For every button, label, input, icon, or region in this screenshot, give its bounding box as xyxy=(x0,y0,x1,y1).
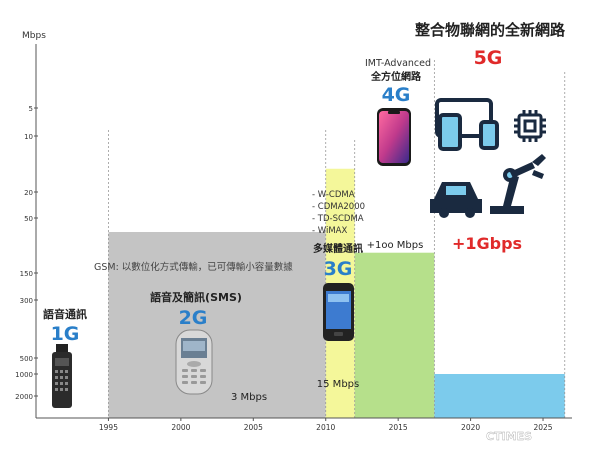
y-tick-label: 300 xyxy=(20,297,33,305)
y-tick-label: 20 xyxy=(24,189,33,197)
y-tick-label: 50 xyxy=(24,215,33,223)
x-tick-label: 2010 xyxy=(316,423,335,432)
x-tick-label: 2000 xyxy=(171,423,190,432)
brick-phone-icon xyxy=(52,344,72,408)
2g-label: 2G xyxy=(179,307,208,329)
chip-icon xyxy=(514,110,546,142)
3g-standard-1: - W-CDMA xyxy=(312,190,355,200)
x-tick-label: 2005 xyxy=(244,423,263,432)
y-tick-labels: 2000 1000 500 300 150 50 20 10 5 xyxy=(15,105,38,401)
3g-value-label: 15 Mbps xyxy=(317,379,359,390)
x-tick-label: 2025 xyxy=(533,423,552,432)
4g-subtitle: IMT-Advanced xyxy=(365,58,431,69)
smartphone-4g-icon xyxy=(377,108,411,166)
y-tick-label: 2000 xyxy=(15,393,33,401)
era-dividers xyxy=(108,60,566,418)
bar-4g xyxy=(354,252,435,418)
1g-label: 1G xyxy=(51,323,80,345)
y-tick-label: 1000 xyxy=(15,371,33,379)
3g-label: 3G xyxy=(324,258,353,280)
x-tick-label: 2015 xyxy=(389,423,408,432)
3g-standard-2: - CDMA2000 xyxy=(312,202,365,212)
smartphone-3g-icon xyxy=(323,283,354,341)
y-tick-label: 5 xyxy=(29,105,33,113)
robot-arm-icon xyxy=(490,154,546,214)
4g-value-label: +1oo Mbps xyxy=(367,240,424,251)
watermark-text: CTIMES xyxy=(486,430,532,443)
3g-standard-4: - WiMAX xyxy=(312,226,347,236)
5g-label: 5G xyxy=(474,47,503,69)
4g-label: 4G xyxy=(382,84,411,106)
watermark: CTIMES xyxy=(486,430,533,443)
y-tick-label: 150 xyxy=(20,270,33,278)
car-icon xyxy=(430,182,482,218)
feature-phone-icon xyxy=(175,329,213,395)
x-tick-label: 2020 xyxy=(461,423,480,432)
y-tick-label: 500 xyxy=(20,355,33,363)
x-axis: 1995 2000 2005 2010 2015 2020 2025 xyxy=(36,417,572,432)
tablet-phone-icon xyxy=(435,98,499,151)
y-axis: Mbps 2000 1000 500 300 150 50 20 10 5 xyxy=(15,31,46,418)
4g-title: 全方位網路 xyxy=(370,70,422,83)
5g-title: 整合物聯網的全新網路 xyxy=(415,21,566,39)
y-tick-label: 10 xyxy=(24,133,33,141)
x-tick-label: 1995 xyxy=(99,423,118,432)
5g-value-label: +1Gbps xyxy=(452,234,522,253)
bar-2g xyxy=(108,232,326,418)
x-tick-labels: 1995 2000 2005 2010 2015 2020 2025 xyxy=(99,418,553,432)
2g-title: 語音及簡訊(SMS) xyxy=(150,290,242,304)
3g-title: 多媒體通訊 xyxy=(313,242,363,255)
1g-title: 語音通訊 xyxy=(43,307,87,321)
2g-value-label: 3 Mbps xyxy=(231,392,267,403)
2g-note: GSM: 以數位化方式傳輸，已可傳輸小容量數據 xyxy=(94,261,293,273)
y-axis-label: Mbps xyxy=(22,31,46,41)
3g-standard-3: - TD-SCDMA xyxy=(312,214,364,224)
bar-5g xyxy=(434,374,565,418)
